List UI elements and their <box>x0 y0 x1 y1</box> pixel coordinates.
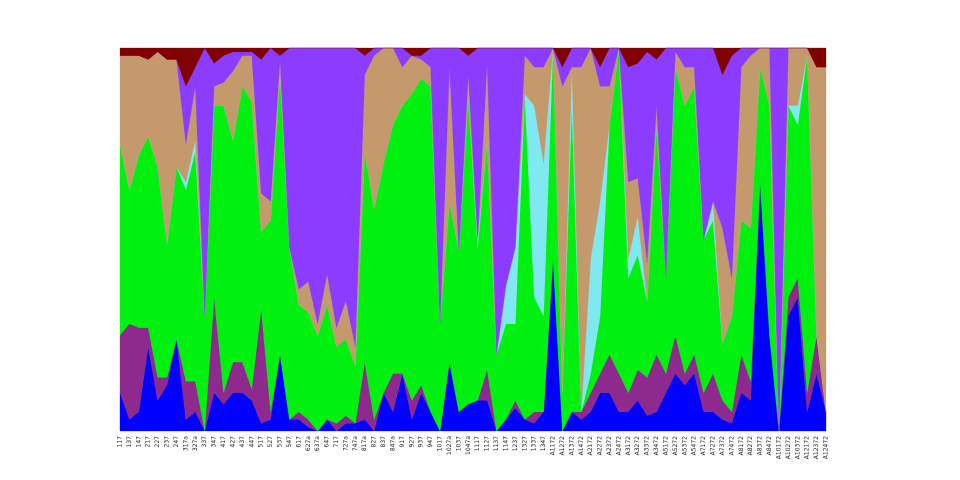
x-tick-label: 547 <box>286 436 293 448</box>
x-tick-label: A1472 <box>578 436 585 456</box>
x-tick-label: 337 <box>201 436 208 448</box>
x-tick-label: A3172 <box>625 436 632 456</box>
area <box>119 47 827 87</box>
x-tick-label: 937 <box>418 436 425 448</box>
x-tick-label: 1337 <box>531 436 538 451</box>
x-tick-label: 627a <box>305 436 312 451</box>
x-tick-label: 917 <box>399 436 406 448</box>
x-tick-label: 747a <box>352 436 359 451</box>
x-tick-label: A10372 <box>794 436 801 459</box>
x-tick-label: A8472 <box>766 436 773 456</box>
x-tick-label: 1147 <box>502 436 509 451</box>
x-tick-label: 717 <box>333 436 340 448</box>
x-tick-label: 817a <box>361 436 368 451</box>
x-tick-label: A3272 <box>634 436 641 456</box>
x-tick-label: 247 <box>173 436 180 448</box>
x-tick-label: 117 <box>117 436 124 448</box>
x-tick-label: 417 <box>220 436 227 448</box>
x-tick-label: 537 <box>277 436 284 448</box>
x-tick-label: A1172 <box>550 436 557 456</box>
x-tick-label: 1237 <box>512 436 519 451</box>
x-tick-label: A12172 <box>804 436 811 459</box>
x-tick-label: 347 <box>211 436 218 448</box>
x-tick-label: A7172 <box>700 436 707 456</box>
x-tick-label: 617 <box>295 436 302 448</box>
x-tick-label: A5172 <box>662 436 669 456</box>
x-tick-label: 217 <box>145 436 152 448</box>
x-tick-label: A10272 <box>785 436 792 459</box>
x-tick-label: 447 <box>248 436 255 448</box>
x-tick-label: 647 <box>324 436 331 448</box>
x-tick-label: A3372 <box>644 436 651 456</box>
x-tick-label: A5472 <box>691 436 698 456</box>
x-tick-label: 727a <box>342 436 349 451</box>
x-tick-label: A8372 <box>757 436 764 456</box>
x-tick-label: A5272 <box>672 436 679 456</box>
x-tick-label: A8272 <box>747 436 754 456</box>
x-tick-label: A5372 <box>681 436 688 456</box>
x-tick-label: A3472 <box>653 436 660 456</box>
x-tick-label: 1117 <box>474 436 481 451</box>
x-tick-label: 1137 <box>493 436 500 451</box>
x-tick-label: 137 <box>126 436 133 448</box>
x-tick-label: A2372 <box>606 436 613 456</box>
x-tick-label: A10172 <box>775 436 782 459</box>
x-tick-label: 927 <box>408 436 415 448</box>
x-tick-label: A7472 <box>728 436 735 456</box>
x-tick-label: 1017 <box>437 436 444 451</box>
x-tick-label: A7272 <box>710 436 717 456</box>
x-tick-label: 327a <box>192 436 199 451</box>
x-tick-label: 837 <box>380 436 387 448</box>
x-tick-label: A1272 <box>559 436 566 456</box>
x-tick-label: 847a <box>389 436 396 451</box>
x-tick-label: 147 <box>135 436 142 448</box>
x-tick-label: A2172 <box>587 436 594 456</box>
x-tick-label: 237 <box>164 436 171 448</box>
x-tick-label: A12372 <box>813 436 820 459</box>
x-tick-label: 427 <box>229 436 236 448</box>
x-tick-label: 317a <box>182 436 189 451</box>
x-tick-label: A2272 <box>597 436 604 456</box>
x-tick-label: 527 <box>267 436 274 448</box>
x-tick-label: A2472 <box>615 436 622 456</box>
x-tick-label: 637a <box>314 436 321 451</box>
x-tick-label: A12472 <box>823 436 830 459</box>
x-tick-label: 1037 <box>455 436 462 451</box>
x-tick-label: 1327 <box>521 436 528 451</box>
x-tick-label: A1372 <box>568 436 575 456</box>
x-tick-label: 1047a <box>465 436 472 455</box>
x-tick-label: 1347 <box>540 436 547 451</box>
x-tick-label: 947 <box>427 436 434 448</box>
x-tick-label: A8172 <box>738 436 745 456</box>
x-tick-label: 827 <box>371 436 378 448</box>
x-tick-label: 227 <box>154 436 161 448</box>
x-tick-label: 517 <box>258 436 265 448</box>
x-tick-label: 1127 <box>484 436 491 451</box>
x-tick-label: 1027a <box>446 436 453 455</box>
x-tick-label: A7372 <box>719 436 726 456</box>
x-tick-label: 437 <box>239 436 246 448</box>
